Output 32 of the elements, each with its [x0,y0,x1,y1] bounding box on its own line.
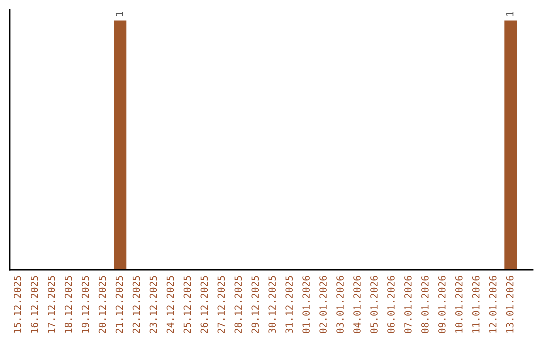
x-tick-label: 17.12.2025 [48,276,56,333]
x-tick-label: 08.01.2026 [422,276,429,334]
x-tick-label: 11.01.2026 [472,276,480,333]
x-tick-label: 21.12.2025 [116,276,124,334]
x-tick-label: 24.12.2025 [166,276,174,334]
x-tick-label: 06.01.2026 [388,276,395,334]
x-tick-label: 02.01.2026 [320,276,327,334]
data-label: 1 [506,12,514,16]
x-tick-label: 01.01.2026 [302,276,310,334]
x-tick-label: 19.12.2025 [82,276,90,333]
x-tick-label: 26.12.2025 [200,276,208,334]
x-tick-label: 04.01.2026 [354,276,361,334]
x-tick-label: 29.12.2025 [252,276,260,334]
x-tick-label: 05.01.2026 [370,276,378,334]
x-tick-label: 13.01.2026 [506,276,514,333]
x-tick-label: 10.01.2026 [455,276,463,333]
x-tick-label: 28.12.2025 [234,276,242,334]
x-tick-label: 16.12.2025 [30,276,38,333]
x-tick-label: 31.12.2025 [286,276,294,334]
x-tick-label: 03.01.2026 [336,276,344,334]
x-tick-label: 20.12.2025 [98,276,106,334]
x-tick-label: 07.01.2026 [404,276,412,334]
x-tick-label: 27.12.2025 [218,276,226,334]
x-tick-label: 12.01.2026 [489,276,497,333]
x-tick-label: 30.12.2025 [268,276,276,334]
x-tick-label: 23.12.2025 [150,276,158,334]
x-tick-label: 22.12.2025 [132,276,140,334]
data-label: 1 [116,12,124,16]
x-tick-label: 18.12.2025 [64,276,72,333]
x-tick-label: 15.12.2025 [14,276,22,333]
x-tick-label: 25.12.2025 [184,276,192,334]
x-tick-label: 09.01.2026 [438,276,446,334]
